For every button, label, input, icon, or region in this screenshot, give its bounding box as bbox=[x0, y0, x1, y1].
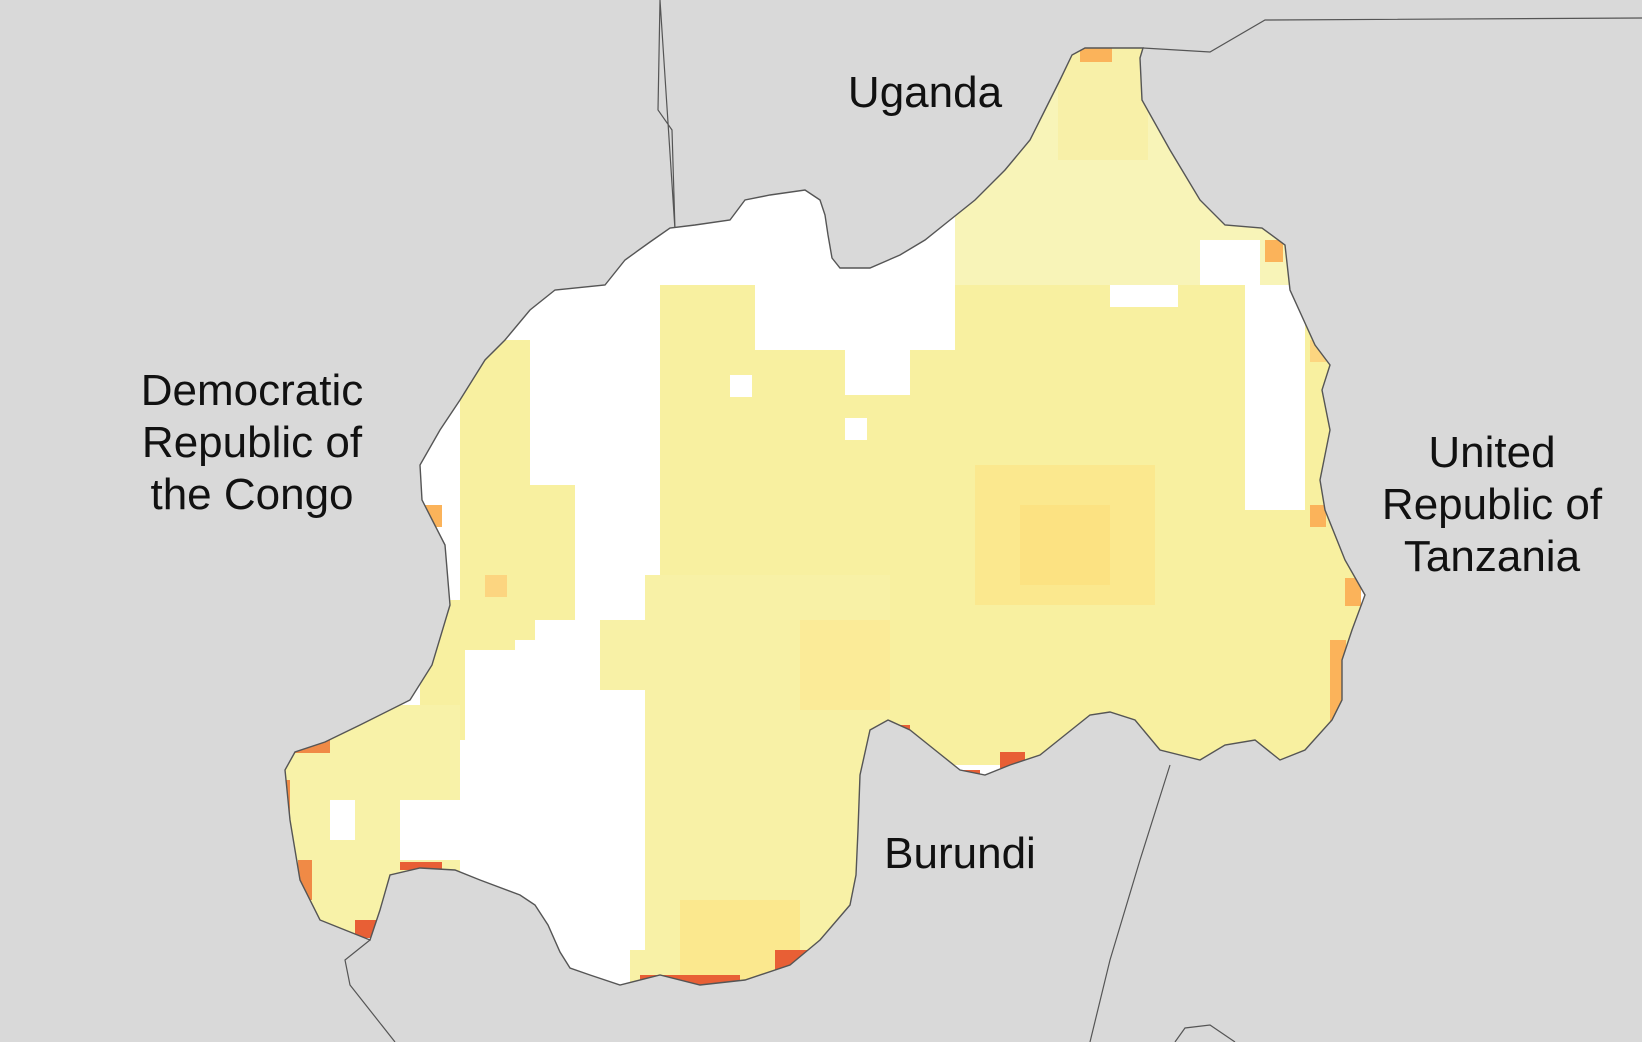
nodata-west bbox=[575, 485, 645, 620]
nodata-ne1 bbox=[1200, 240, 1260, 285]
country-labels: Uganda Democratic Republic of the Congo … bbox=[141, 68, 1603, 878]
nodata-sw1 bbox=[465, 650, 600, 900]
drc-burundi-border bbox=[344, 939, 396, 1042]
drc-uganda-border bbox=[657, 0, 676, 231]
nodata-dot1 bbox=[730, 375, 752, 397]
edge-cell-w2 bbox=[485, 575, 507, 597]
label-uganda: Uganda bbox=[848, 68, 1003, 117]
edge-cell-e4 bbox=[1345, 578, 1361, 606]
label-drc-line-2: Republic of bbox=[142, 418, 363, 467]
rwanda-border bbox=[284, 47, 1366, 986]
nodata-sw6 bbox=[400, 800, 465, 860]
label-tanzania-line-3: Tanzania bbox=[1404, 532, 1581, 581]
nodata-north2 bbox=[755, 285, 955, 350]
nodata-dot2 bbox=[845, 418, 867, 440]
nodata-sw5 bbox=[330, 800, 355, 840]
lake-edge bbox=[1174, 1024, 1236, 1042]
nodata-sw2 bbox=[535, 620, 600, 680]
nodata-northwest bbox=[530, 285, 660, 485]
nodata-sw3 bbox=[600, 690, 645, 950]
label-burundi: Burundi bbox=[884, 829, 1036, 878]
cell-hotspot-south bbox=[800, 620, 890, 710]
edge-cell-e1 bbox=[1265, 240, 1283, 262]
label-drc-line-3: the Congo bbox=[150, 470, 353, 519]
edge-cell-s2 bbox=[640, 975, 740, 985]
cell-hotspot-core bbox=[1020, 505, 1110, 585]
label-tanzania-line-2: Republic of bbox=[1382, 480, 1603, 529]
nodata-north3 bbox=[845, 350, 910, 395]
edge-cell-e3 bbox=[1310, 505, 1326, 527]
nodata-ne3 bbox=[1110, 285, 1178, 307]
cell-region-north-tip bbox=[1058, 48, 1148, 160]
label-drc-line-1: Democratic bbox=[141, 366, 364, 415]
uganda-tanzania-border bbox=[1142, 17, 1642, 53]
nodata-ne2 bbox=[1245, 285, 1305, 510]
edge-cell-sw5 bbox=[400, 862, 442, 870]
burundi-tanzania-border bbox=[1089, 764, 1171, 1042]
edge-cell-n1 bbox=[1080, 48, 1112, 62]
label-tanzania-line-1: United bbox=[1428, 428, 1555, 477]
